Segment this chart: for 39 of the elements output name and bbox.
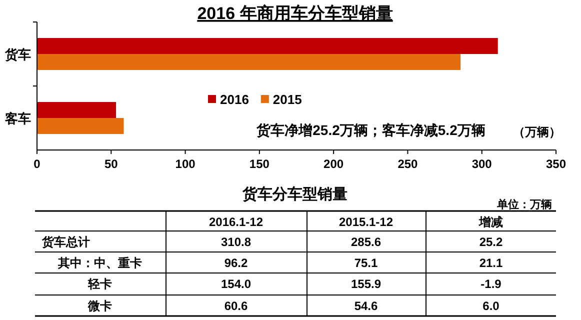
data-label: 21.1	[479, 256, 503, 270]
x-tick-label: 50	[104, 157, 118, 171]
x-tick-label: 350	[546, 157, 566, 171]
x-tick-label: 100	[175, 157, 196, 171]
data-label: 310.8	[220, 235, 252, 249]
x-tick-label: 300	[472, 157, 492, 171]
text: 增减	[478, 215, 503, 229]
category-label: 轻卡	[87, 277, 112, 291]
text: 单位：万辆	[496, 198, 552, 211]
data-label: 25.2	[479, 235, 503, 249]
data-label: 75.1	[354, 256, 378, 270]
x-tick-label: 200	[324, 157, 344, 171]
data-label: 96.2	[224, 256, 248, 270]
data-label: 154.0	[220, 277, 252, 291]
bar	[37, 102, 116, 118]
category-label: 微卡	[87, 299, 112, 313]
text: 2016.1-12	[208, 215, 264, 229]
bar	[37, 38, 498, 54]
x-tick-label: 0	[34, 157, 41, 171]
legend-label: 2016	[220, 92, 249, 107]
y-tick-label: 客车	[4, 111, 31, 126]
category-label: 货车总计	[41, 235, 90, 249]
legend-label: 2015	[272, 92, 302, 107]
y-tick-label: 货车	[4, 47, 31, 62]
data-label: 54.6	[354, 299, 378, 313]
data-label: 6.0	[482, 299, 500, 313]
data-label: -1.9	[480, 277, 502, 291]
bar	[37, 54, 461, 70]
category-label: 其中：中、重卡	[57, 256, 142, 270]
bar	[37, 118, 124, 134]
text: 货车分车型销量	[242, 185, 348, 203]
x-tick-label: 150	[249, 157, 270, 171]
text: 2015.1-12	[338, 215, 394, 229]
x-axis-title: （万辆）	[513, 125, 561, 139]
data-label: 60.6	[224, 299, 248, 313]
x-tick-label: 250	[398, 157, 418, 171]
data-label: 155.9	[350, 277, 382, 291]
data-label: 285.6	[350, 235, 382, 249]
annotation: 货车净增25.2万辆；客车净减5.2万辆	[256, 122, 486, 138]
